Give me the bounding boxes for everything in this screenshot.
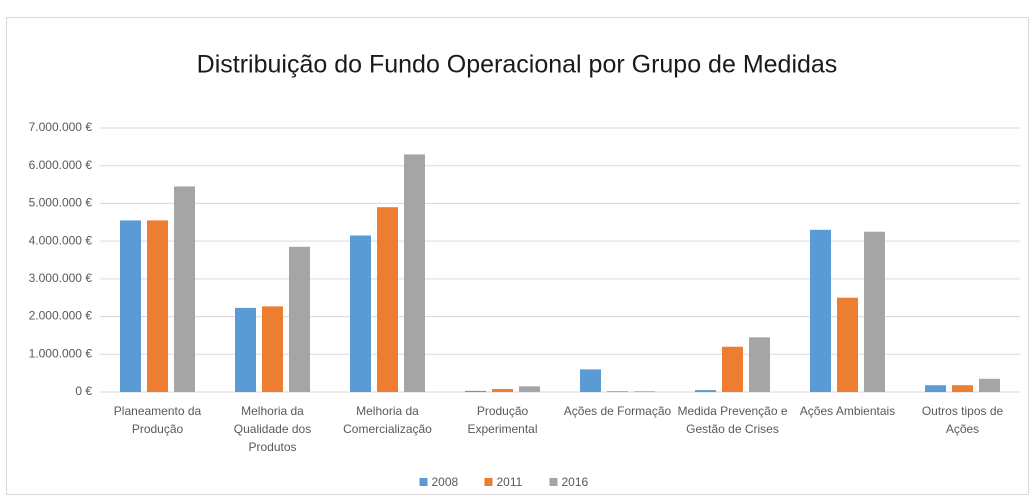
legend-label: 2016 — [562, 475, 589, 489]
y-tick-label: 1.000.000 € — [29, 346, 93, 360]
y-tick-label: 7.000.000 € — [29, 120, 93, 134]
bar — [580, 369, 601, 392]
bar — [925, 385, 946, 392]
bar — [695, 390, 716, 392]
legend-swatch — [484, 478, 493, 486]
y-tick-label: 2.000.000 € — [29, 309, 93, 323]
x-tick-label: Medida Prevenção e Gestão de Crises — [677, 404, 788, 436]
bar — [174, 186, 195, 392]
x-tick-label: Outros tipos de Ações — [921, 404, 1004, 436]
x-tick-label: Ações de Formação — [563, 404, 672, 418]
bar — [864, 231, 885, 392]
bar — [120, 220, 141, 392]
bar — [810, 229, 831, 392]
x-tick-label: Planeamento da Produção — [113, 404, 202, 436]
bar — [377, 207, 398, 392]
bar — [519, 386, 540, 392]
y-tick-label: 5.000.000 € — [29, 196, 93, 210]
bar — [262, 306, 283, 392]
bar — [465, 390, 486, 392]
bar — [837, 297, 858, 392]
x-tick-label: Melhoria da Qualidade dos Produtos — [233, 404, 312, 454]
legend-label: 2008 — [432, 475, 459, 489]
bar — [749, 337, 770, 392]
x-tick-label: Melhoria da Comercialização — [343, 404, 432, 436]
bar — [289, 246, 310, 392]
bar — [350, 235, 371, 392]
y-tick-label: 3.000.000 € — [29, 271, 93, 285]
chart-title: Distribuição do Fundo Operacional por Gr… — [197, 51, 838, 79]
legend-swatch — [419, 478, 428, 486]
bar — [607, 391, 628, 392]
y-tick-label: 0 € — [75, 384, 92, 398]
legend-swatch — [549, 478, 558, 486]
legend-label: 2011 — [497, 475, 523, 489]
bar — [952, 385, 973, 392]
x-tick-label: Produção Experimental — [467, 404, 538, 436]
bar — [147, 220, 168, 392]
bar — [634, 391, 655, 392]
y-tick-label: 6.000.000 € — [29, 158, 93, 172]
x-tick-label: Ações Ambientais — [799, 404, 896, 418]
bar — [979, 378, 1000, 392]
bar — [404, 154, 425, 392]
bar — [235, 307, 256, 392]
y-tick-label: 4.000.000 € — [29, 233, 93, 247]
bar — [722, 346, 743, 392]
bar — [492, 388, 513, 392]
